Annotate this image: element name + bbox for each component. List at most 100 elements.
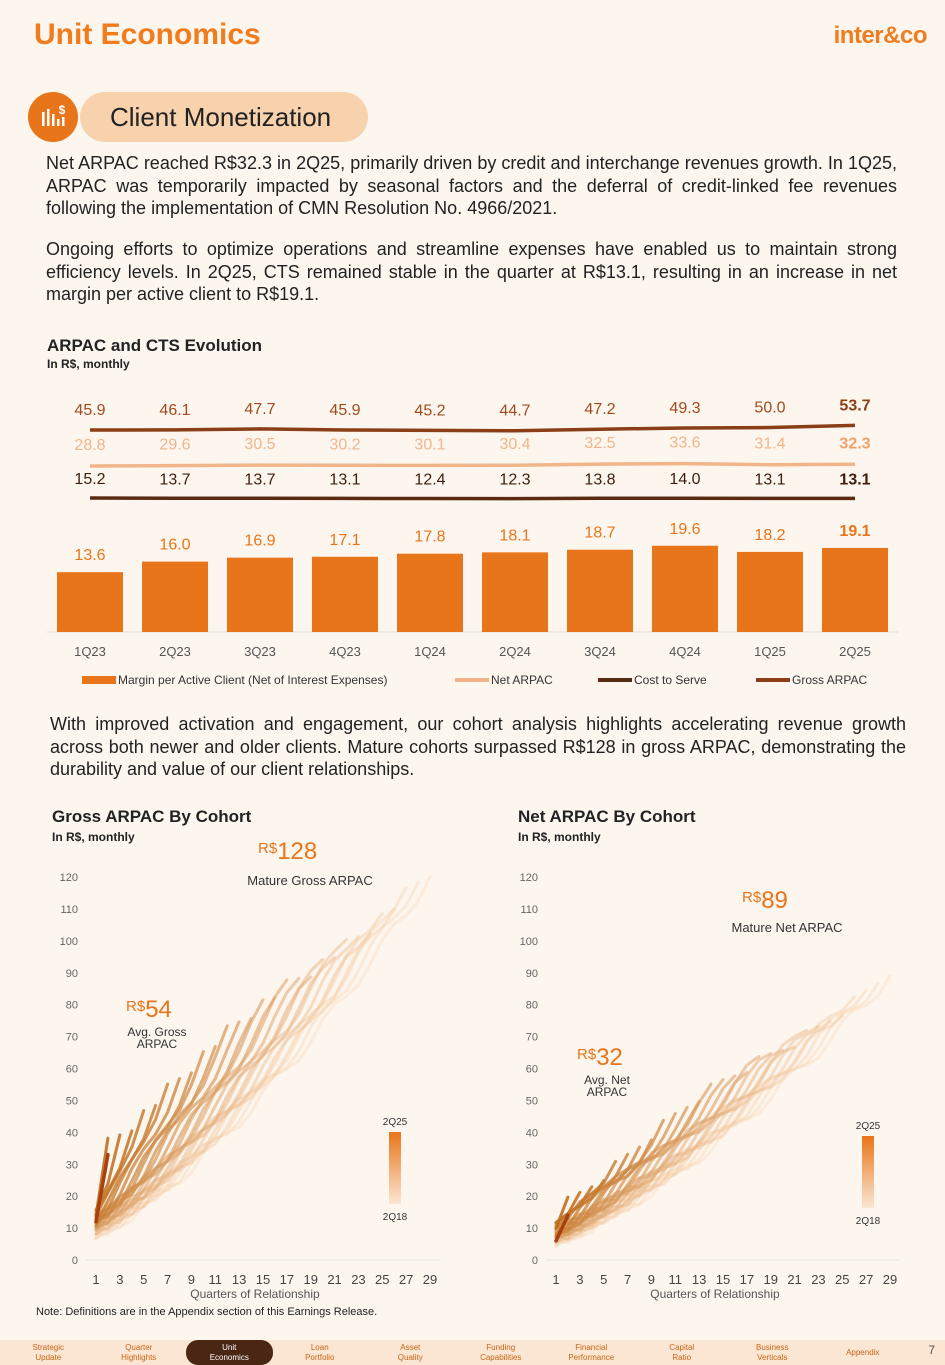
x-tick-label: 15 (256, 1272, 270, 1287)
bar-margin (822, 547, 888, 632)
x-tick-label: 23 (351, 1272, 365, 1287)
cts-label: 13.7 (244, 471, 275, 488)
x-tick-label: 13 (232, 1272, 246, 1287)
bar-margin (312, 556, 378, 632)
bar-margin (227, 557, 293, 632)
section-header: $ Client Monetization (28, 92, 368, 142)
page-number: 7 (928, 1343, 935, 1357)
x-tick-label: 27 (399, 1272, 413, 1287)
cts-label: 13.1 (754, 471, 785, 488)
nav-item-funding[interactable]: Funding Capabilities (458, 1340, 545, 1365)
x-tick-label: 23 (811, 1272, 825, 1287)
chart-subtitle-net-cohort: In R$, monthly (518, 830, 601, 844)
gross-arpac-label: 47.7 (244, 401, 275, 418)
annotation-label: Mature Net ARPAC (731, 920, 842, 935)
cts-label: 14.0 (669, 471, 700, 488)
y-tick-label: 120 (520, 872, 538, 884)
cts-label: 12.4 (414, 472, 445, 489)
nav-item-financial[interactable]: Financial Performance (548, 1340, 635, 1365)
x-tick-label: 5 (140, 1272, 147, 1287)
nav-item-label: Business (756, 1343, 789, 1352)
x-tick-label: 7 (164, 1272, 171, 1287)
cohort-line (554, 995, 856, 1248)
annotation-label: Avg. Gross (127, 1025, 186, 1039)
bar-margin (142, 561, 208, 632)
y-tick-label: 60 (66, 1064, 78, 1076)
bar-label: 18.2 (754, 527, 785, 544)
x-tick-label: 2Q25 (839, 644, 871, 659)
y-tick-label: 50 (66, 1095, 78, 1107)
legend-label: Margin per Active Client (Net of Interes… (118, 673, 387, 687)
nav-item-label: Funding (486, 1343, 516, 1352)
bar-margin (567, 549, 633, 632)
cohort-line (94, 875, 432, 1230)
cohort-line (554, 1105, 689, 1238)
y-tick-label: 80 (526, 1000, 538, 1012)
net-arpac-label: 32.3 (839, 435, 870, 452)
chart-subtitle-gross-cohort: In R$, monthly (52, 830, 135, 844)
paragraph-cts: Ongoing efforts to optimize operations a… (46, 239, 897, 304)
x-tick-label: 9 (648, 1272, 655, 1287)
nav-item-label: Unit (222, 1343, 237, 1352)
x-tick-label: 3 (576, 1272, 583, 1287)
cts-label: 13.1 (329, 471, 360, 488)
paragraph-arpac: Net ARPAC reached R$32.3 in 2Q25, primar… (46, 153, 897, 218)
y-tick-label: 30 (526, 1159, 538, 1171)
gross-arpac-label: 47.2 (584, 401, 615, 418)
color-scale-bar (389, 1132, 401, 1204)
line-cost-to-serve (89, 496, 855, 501)
nav-item-label: Update (35, 1352, 62, 1362)
net-arpac-label: 29.6 (159, 437, 190, 454)
color-scale-top: 2Q25 (383, 1117, 408, 1128)
gross-arpac-label: 53.7 (839, 397, 870, 414)
line-gross-arpac (89, 423, 856, 433)
cohort-line (94, 935, 360, 1226)
x-tick-label: 5 (600, 1272, 607, 1287)
cts-label: 13.8 (584, 471, 615, 488)
net-arpac-label: 32.5 (584, 435, 615, 452)
cohort-line (94, 912, 384, 1239)
y-tick-label: 80 (66, 1000, 78, 1012)
x-tick-label: 21 (787, 1272, 801, 1287)
nav-item-label: Performance (568, 1352, 615, 1362)
nav-item-business[interactable]: Business Verticals (729, 1340, 816, 1365)
annotation-label: ARPAC (137, 1037, 178, 1051)
svg-text:$: $ (59, 103, 66, 117)
annotation-label: Avg. Net (584, 1073, 630, 1087)
arpac-cts-chart: 13.6 16.0 16.9 17.1 17.8 18.1 18.7 19.6 18.2 19.1… (47, 397, 898, 687)
gross-arpac-label: 46.1 (159, 402, 190, 419)
cohort-line (94, 932, 372, 1233)
nav-item-appendix[interactable]: Appendix (820, 1340, 907, 1365)
nav-item-unit[interactable]: Unit Economics (186, 1340, 273, 1365)
x-tick-label: 9 (188, 1272, 195, 1287)
bar-label: 16.9 (244, 533, 275, 550)
cts-label: 13.1 (839, 471, 870, 488)
cohort-line (94, 1103, 158, 1225)
legend-label: Gross ARPAC (792, 673, 867, 687)
chart-subtitle-arpac: In R$, monthly (47, 357, 130, 371)
x-tick-label: 29 (423, 1272, 437, 1287)
cohort-line (94, 1077, 181, 1224)
y-tick-label: 20 (526, 1191, 538, 1203)
annotation-value: R$32 (577, 1044, 623, 1071)
y-tick-label: 0 (72, 1255, 78, 1267)
x-tick-label: 2Q23 (159, 644, 191, 659)
y-tick-label: 20 (66, 1191, 78, 1203)
cts-label: 15.2 (74, 471, 105, 488)
nav-item-strategic[interactable]: Strategic Update (5, 1340, 92, 1365)
nav-item-capital[interactable]: Capital Ratio (639, 1340, 726, 1365)
x-tick-label: 1 (552, 1272, 559, 1287)
nav-item-loan[interactable]: Loan Portfolio (277, 1340, 364, 1365)
cohort-line (94, 907, 396, 1241)
nav-item-label: Quarter (125, 1343, 153, 1352)
color-scale-bottom: 2Q18 (383, 1212, 408, 1223)
nav-item-label: Appendix (846, 1348, 880, 1357)
y-tick-label: 40 (526, 1127, 538, 1139)
y-tick-label: 90 (526, 968, 538, 980)
nav-item-quarter[interactable]: Quarter Highlights (96, 1340, 183, 1365)
nav-item-asset[interactable]: Asset Quality (367, 1340, 454, 1365)
nav-item-label: Asset (400, 1343, 421, 1352)
legend-swatch (756, 678, 790, 682)
x-axis-title: Quarters of Relationship (650, 1287, 780, 1301)
